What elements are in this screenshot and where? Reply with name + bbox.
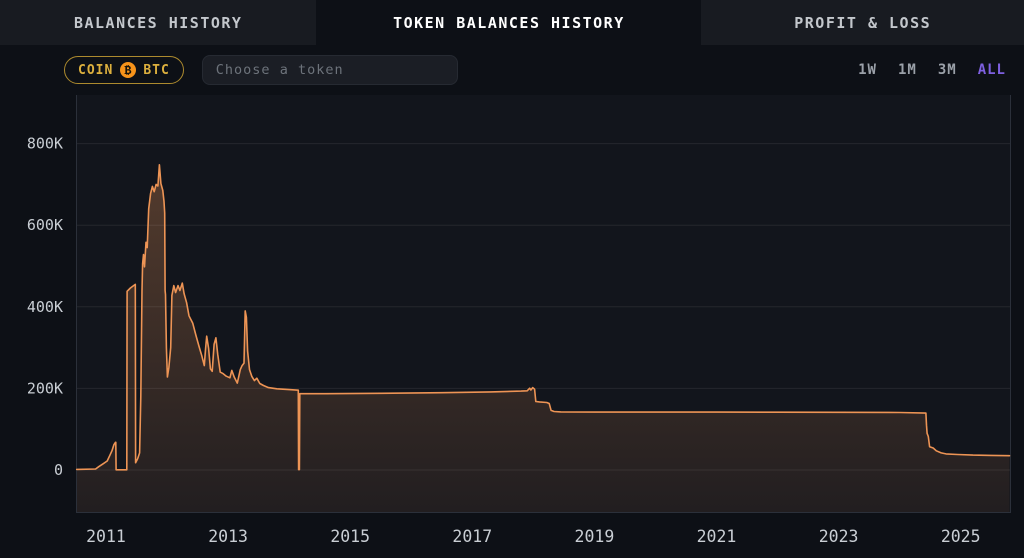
y-axis-label-400K: 400K (27, 298, 63, 316)
tab-token-balances-history[interactable]: TOKEN BALANCES HISTORY (393, 13, 625, 32)
range-1m-button[interactable]: 1M (897, 62, 917, 78)
x-axis-label-2015: 2015 (330, 527, 370, 546)
tab-profit-loss[interactable]: PROFIT & LOSS (701, 0, 1024, 45)
range-3m-button[interactable]: 3M (937, 62, 957, 78)
x-axis-label-2011: 2011 (86, 527, 126, 546)
tab-balances-history[interactable]: BALANCES HISTORY (0, 0, 317, 45)
bitcoin-icon: ₿ (120, 62, 137, 78)
range-1w-button[interactable]: 1W (858, 62, 877, 78)
coin-filter-chip[interactable]: COIN ₿ BTC (64, 56, 184, 84)
y-axis-label-0: 0 (54, 461, 63, 479)
x-axis-label-2013: 2013 (208, 527, 248, 546)
tab-bar: BALANCES HISTORY TOKEN BALANCES HISTORY … (0, 0, 1024, 45)
series-line (75, 164, 1011, 471)
x-axis-label-2017: 2017 (452, 527, 492, 546)
coin-chip-ticker: BTC (143, 62, 170, 78)
x-axis-label-2025: 2025 (941, 527, 981, 546)
x-axis-label-2023: 2023 (819, 527, 859, 546)
chart-toolbar: COIN ₿ BTC 1W 1M 3M ALL (0, 45, 1024, 95)
x-axis-label-2019: 2019 (575, 527, 615, 546)
area-fill (76, 164, 1010, 514)
x-axis-label-2021: 2021 (697, 527, 737, 546)
time-range-selector: 1W 1M 3M ALL (858, 62, 1006, 78)
y-axis-label-600K: 600K (27, 216, 63, 234)
coin-chip-label: COIN (78, 62, 114, 78)
token-search-input[interactable] (201, 55, 458, 85)
range-all-button[interactable]: ALL (977, 62, 1006, 78)
y-axis-label-800K: 800K (27, 135, 63, 153)
y-axis-label-200K: 200K (27, 379, 63, 397)
